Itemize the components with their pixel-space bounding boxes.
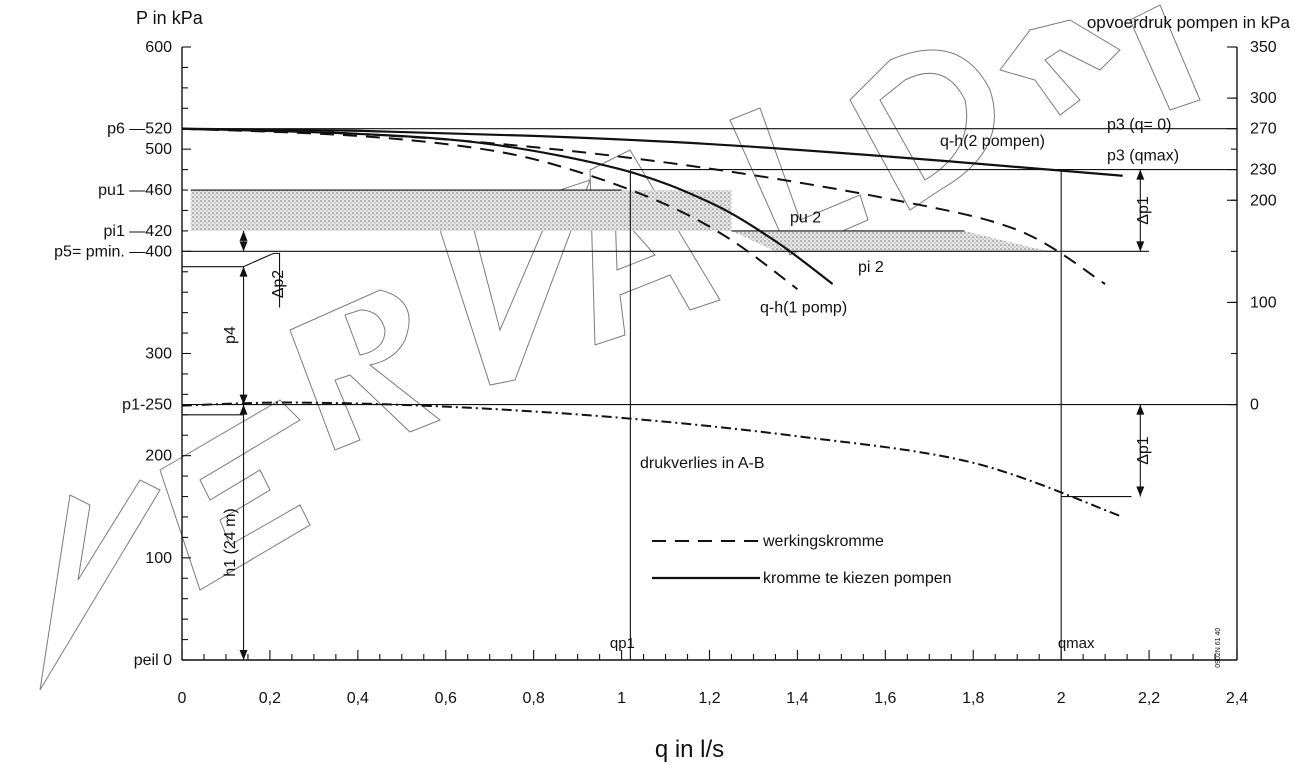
axes: 0 0,2 0,4 0,6 0,8 1 1,2 1,4 1,6 1,8 2 2,2 2,4 q in l/… <box>54 8 1290 763</box>
x-tick-label: 0,8 <box>523 690 545 707</box>
arrow-dp1-top-head <box>1136 169 1145 180</box>
x-tick-label: 1,4 <box>786 690 808 707</box>
right-axis-title: opvoerdruk pompen in kPa <box>1087 13 1291 32</box>
right-tick-label: 100 <box>1250 294 1277 311</box>
labels: qp1 qmax p3 (q= 0) p3 (qmax) q-h(2 pompen) q-… <box>222 117 1222 668</box>
series-werkingskromme <box>181 127 1106 285</box>
watermark <box>39 4 1201 691</box>
left-tick-label: peil 0 <box>134 652 172 669</box>
label-pu2: pu 2 <box>790 210 821 227</box>
x-tick-label: 0,4 <box>347 690 369 707</box>
x-tick-label: 0,6 <box>435 690 457 707</box>
left-tick-label: p1-250 <box>122 397 172 414</box>
label-dp1-bottom: Δp1 <box>1135 436 1152 465</box>
shaded-bands <box>190 190 1062 252</box>
dp2-marker <box>243 252 281 308</box>
x-tick-label: 1,2 <box>698 690 720 707</box>
left-tick-label: pu1 —460 <box>98 182 172 199</box>
left-tick-label: 300 <box>145 346 172 363</box>
x-tick-label: 0,2 <box>259 690 281 707</box>
label-h1: h1 (24 m) <box>222 508 239 576</box>
left-axis-title: P in kPa <box>136 8 204 28</box>
right-tick-label: 300 <box>1250 90 1277 107</box>
legend-label-kromme: kromme te kiezen pompen <box>763 570 952 587</box>
label-drukverlies: drukverlies in A-B <box>640 455 765 472</box>
left-tick-label: 600 <box>145 39 172 56</box>
label-p4: p4 <box>222 326 239 344</box>
x-tick-label: 1,8 <box>962 690 984 707</box>
curves <box>181 127 1124 518</box>
left-tick-label: p5= pmin. —400 <box>54 243 172 260</box>
shaded-wedge-pu2-pi2 <box>731 230 1062 252</box>
arrow-h1-head <box>239 404 248 415</box>
arrow-h1-head <box>239 650 248 660</box>
x-tick-label: 2,2 <box>1138 690 1160 707</box>
x-tick-label: 1 <box>617 690 626 707</box>
label-qh-1-pomp: q-h(1 pomp) <box>760 300 847 317</box>
x-axis-title: q in l/s <box>655 736 724 763</box>
arrow-dp1-bottom-head <box>1136 486 1145 497</box>
arrow-p5-head <box>239 230 248 241</box>
label-qh-2-pompen: q-h(2 pompen) <box>940 133 1045 150</box>
arrow-p5-head <box>239 241 248 252</box>
x-tick-label: 2,4 <box>1226 690 1248 707</box>
arrow-p4-head <box>239 394 248 405</box>
legend-label-werkingskromme: werkingskromme <box>762 533 884 550</box>
label-dp1-top: Δp1 <box>1135 196 1152 225</box>
series-q-h-2-pompen- <box>181 127 1123 177</box>
arrow-dp1-bottom-head <box>1136 404 1145 415</box>
arrow-dp1-top-head <box>1136 241 1145 252</box>
left-tick-label: 100 <box>145 550 172 567</box>
reference-lines <box>182 128 1237 660</box>
right-tick-label: 350 <box>1250 39 1277 56</box>
shaded-band-pu1-pi1 <box>190 190 732 231</box>
vline-label: qp1 <box>610 635 635 652</box>
right-tick-label: 200 <box>1250 192 1277 209</box>
label-dp2: Δp2 <box>270 270 287 299</box>
right-tick-label: 230 <box>1250 162 1277 179</box>
left-tick-label: 500 <box>145 141 172 158</box>
series-drukverlies-in-a-b <box>181 401 1124 518</box>
x-tick-label: 0 <box>178 690 187 707</box>
right-tick-label: 270 <box>1250 121 1277 138</box>
x-tick-label: 1,6 <box>874 690 896 707</box>
left-tick-label: pi1 —420 <box>104 223 173 240</box>
label-pi2: pi 2 <box>858 259 884 276</box>
vline-label: qmax <box>1058 635 1095 652</box>
label-p3-qmax: p3 (qmax) <box>1107 147 1179 164</box>
left-tick-label: p6 —520 <box>107 121 172 138</box>
arrow-p4-head <box>239 266 248 277</box>
left-tick-label: 200 <box>145 448 172 465</box>
series-werkingskromme <box>181 127 799 290</box>
label-code: 0902N 61 40 <box>1215 628 1222 668</box>
x-tick-label: 2 <box>1057 690 1066 707</box>
label-p3-q0: p3 (q= 0) <box>1107 117 1171 134</box>
right-tick-label: 0 <box>1250 397 1259 414</box>
